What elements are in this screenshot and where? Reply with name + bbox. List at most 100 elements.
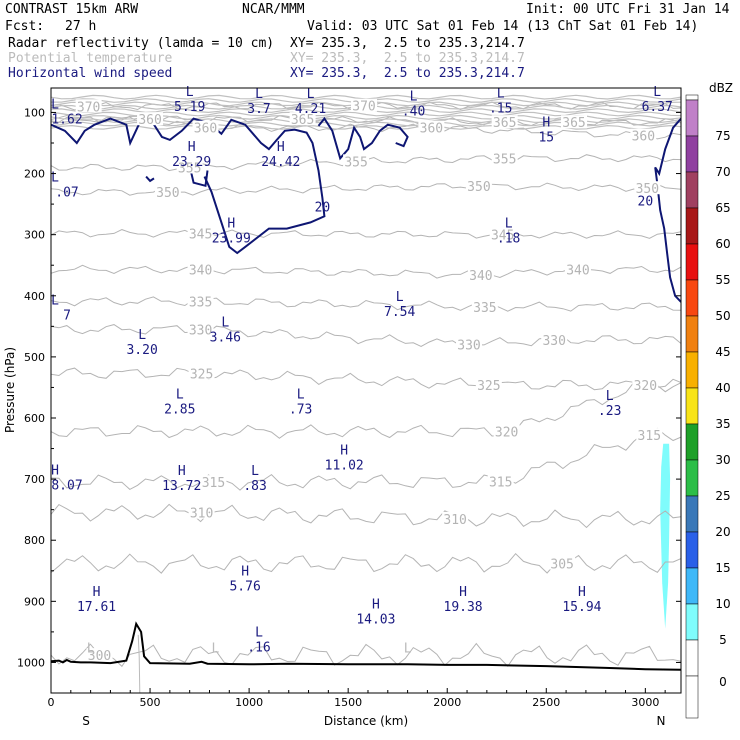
- theta-label-bg: [475, 378, 502, 391]
- extremum-value: 17.61: [77, 600, 116, 615]
- extremum-value: .23: [598, 404, 621, 419]
- theta-contour-335: [51, 296, 681, 312]
- high-marker: H: [340, 443, 348, 458]
- theta-label: 340: [189, 264, 212, 279]
- low-marker: L: [186, 85, 194, 100]
- theta-label-bg: [564, 262, 591, 276]
- extremum-value: .16: [247, 640, 270, 655]
- institution-label: NCAR/MMM: [242, 2, 305, 17]
- forecast-hours: 27 h: [65, 19, 97, 34]
- theta-label: 320: [495, 425, 518, 440]
- theta-label: 355: [178, 161, 201, 176]
- theta-label: 330: [542, 334, 565, 349]
- low-marker: L: [212, 641, 220, 656]
- theta-label-bg: [491, 151, 518, 165]
- extremum-value: .15: [489, 101, 512, 116]
- colorbar-level-label: 35: [715, 417, 730, 431]
- y-tick-label: 100: [24, 106, 45, 119]
- extremum-value: 7: [63, 309, 71, 324]
- extremum-value: .40: [402, 104, 425, 119]
- extremum-value: .07: [55, 186, 78, 201]
- theta-label-bg: [456, 337, 483, 351]
- x-tick-label: 1500: [334, 696, 362, 709]
- theta-label-bg: [487, 474, 514, 488]
- extremum-value: 15: [538, 131, 554, 146]
- extremum-value: 3.46: [210, 331, 241, 346]
- theta-label-bg: [632, 378, 659, 391]
- colorbar-swatch: [685, 207, 699, 245]
- colorbar-swatch: [685, 243, 699, 281]
- theta-label-bg: [187, 226, 214, 240]
- theta-label-bg: [442, 511, 469, 525]
- colorbar-swatch: [685, 603, 699, 641]
- field-xy-wind: XY= 235.3, 2.5 to 235.3,214.7: [290, 66, 525, 81]
- theta-label-bg: [493, 424, 520, 438]
- theta-label: 370: [352, 100, 375, 115]
- theta-label: 320: [634, 379, 657, 394]
- y-axis-label: Pressure (hPa): [3, 347, 17, 433]
- wind-contour-20: [654, 117, 681, 303]
- wind-contour-label: 20: [638, 194, 654, 209]
- extremum-value: 5.76: [229, 579, 260, 594]
- colorbar-cap: [685, 94, 699, 101]
- colorbar-swatch: [685, 639, 699, 677]
- colorbar-swatch: [685, 567, 699, 605]
- colorbar-level-label: 0: [719, 675, 727, 689]
- theta-label-bg: [561, 115, 588, 129]
- colorbar-swatch: [685, 423, 699, 461]
- theta-label: 335: [189, 295, 212, 310]
- field-name-reflectivity: Radar reflectivity (lamda = 10 cm): [8, 36, 275, 51]
- theta-label-bg: [418, 120, 445, 134]
- low-marker: L: [87, 641, 95, 656]
- colorbar-swatch: [685, 351, 699, 389]
- theta-label-bg: [154, 184, 181, 198]
- theta-label: 360: [632, 130, 655, 145]
- low-marker: L: [606, 389, 614, 404]
- colorbar-level-label: 65: [715, 201, 730, 215]
- theta-label: 300: [88, 649, 111, 664]
- theta-label-bg: [289, 112, 316, 126]
- y-tick-label: 700: [24, 473, 45, 486]
- colorbar-level-label: 15: [715, 561, 730, 575]
- field-xy-theta: XY= 235.3, 2.5 to 235.3,214.7: [290, 51, 525, 66]
- y-tick-label: 800: [24, 534, 45, 547]
- y-tick-label: 900: [24, 595, 45, 608]
- low-marker: L: [396, 290, 404, 305]
- theta-label-bg: [343, 154, 370, 168]
- theta-label: 315: [489, 476, 512, 491]
- theta-label: 370: [77, 100, 100, 115]
- theta-label-bg: [465, 178, 492, 192]
- colorbar-level-label: 60: [715, 237, 730, 251]
- colorbar-level-label: 70: [715, 165, 730, 179]
- theta-contour-345: [51, 229, 681, 239]
- colorbar-level-label: 5: [719, 633, 727, 647]
- extremum-value: 23.29: [172, 155, 211, 170]
- theta-label: 325: [190, 367, 213, 382]
- theta-label-bg: [467, 268, 494, 281]
- field-name-theta: Potential temperature: [8, 51, 173, 66]
- colorbar-swatch: [685, 531, 699, 569]
- surface-pressure-line: [51, 621, 681, 671]
- low-marker: L: [297, 388, 305, 403]
- colorbar-level-label: 10: [715, 597, 730, 611]
- theta-label-bg: [491, 115, 518, 129]
- high-marker: H: [578, 585, 586, 600]
- theta-label: 330: [189, 323, 212, 338]
- low-marker: L: [307, 87, 315, 102]
- extremum-value: 4.21: [295, 102, 326, 117]
- x-end-label-north: N: [657, 714, 666, 728]
- forecast-label: Fcst:: [5, 19, 45, 34]
- low-marker: L: [51, 294, 59, 309]
- theta-contour-300: [51, 642, 681, 668]
- extremum-value: 7.54: [384, 305, 415, 320]
- high-marker: H: [93, 585, 101, 600]
- x-tick-label: 1000: [235, 696, 263, 709]
- theta-contour-305: [51, 552, 681, 574]
- wind-contour-label: 20: [315, 201, 331, 216]
- theta-label: 310: [190, 507, 213, 522]
- low-marker: L: [404, 641, 412, 656]
- extremum-value: .83: [243, 479, 266, 494]
- theta-label: 345: [491, 229, 514, 244]
- theta-label-bg: [471, 299, 498, 313]
- theta-label-bg: [137, 112, 164, 126]
